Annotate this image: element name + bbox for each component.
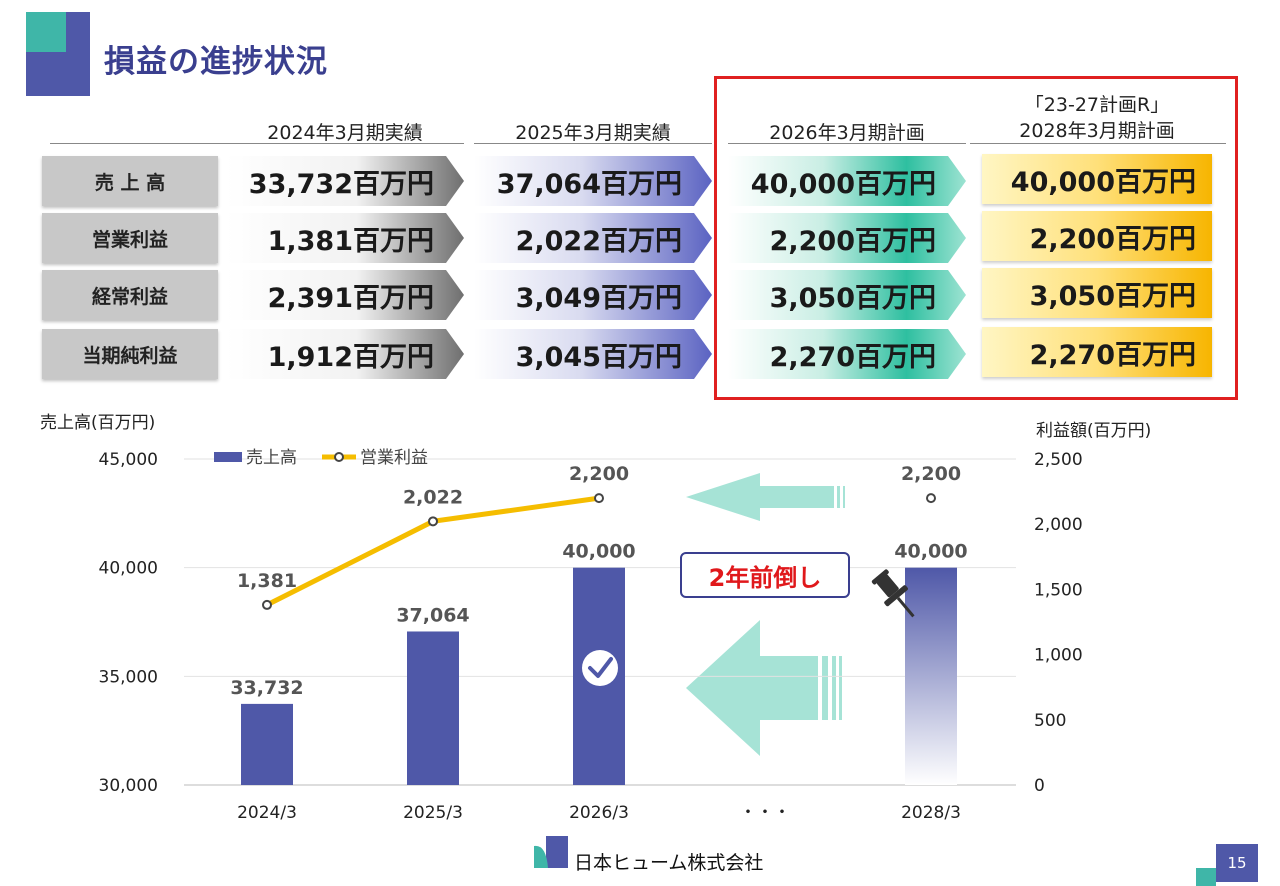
cell-sales-2026: 40,000百万円 (728, 156, 966, 206)
check-icon (582, 650, 618, 686)
cell-ord-2025: 3,049百万円 (474, 270, 712, 320)
cell-net-2025: 3,045百万円 (474, 329, 712, 379)
legend-label-sales: 売上高 (246, 448, 297, 468)
cell-op-2024: 1,381百万円 (226, 213, 464, 263)
cell-net-2024: 1,912百万円 (226, 329, 464, 379)
x-tick-label: 2028/3 (901, 803, 961, 823)
x-tick-label: 2024/3 (237, 803, 297, 823)
col-header-2025: 2025年3月期実績 (515, 122, 671, 144)
line-operating-profit (265, 495, 600, 608)
x-tick-label: 2025/3 (403, 803, 463, 823)
line-value-label: 2,200 (569, 463, 629, 485)
line-point (594, 493, 604, 504)
col-header-2024: 2024年3月期実績 (267, 122, 423, 144)
line-value-label: 1,381 (237, 570, 297, 592)
legend-swatch-sales (214, 452, 242, 462)
y2-tick-label: 2,500 (1034, 450, 1083, 470)
cell-ord-2028: 3,050百万円 (982, 268, 1212, 318)
cell-op-2028: 2,200百万円 (982, 211, 1212, 261)
cell-op-2025: 2,022百万円 (474, 213, 712, 263)
cell-net-2028: 2,270百万円 (982, 327, 1212, 377)
bar-value-label: 37,064 (396, 604, 469, 626)
plan-highlight-box (714, 76, 1238, 400)
cell-sales-2028: 40,000百万円 (982, 154, 1212, 204)
company-logo-icon (534, 836, 568, 868)
header-rule (50, 143, 464, 144)
col-header-2028: 2028年3月期計画 (1019, 120, 1175, 142)
y2-tick-label: 1,000 (1034, 646, 1083, 666)
y-tick-label: 35,000 (99, 667, 158, 687)
y2-tick-label: 2,000 (1034, 515, 1083, 535)
bar-value-label: 40,000 (894, 541, 967, 563)
cell-sales-2025: 37,064百万円 (474, 156, 712, 206)
col-header-plan-name: 「23-27計画R」 (1024, 94, 1170, 116)
cell-sales-2024: 33,732百万円 (226, 156, 464, 206)
y-axis-title: 売上高(百万円) (40, 413, 156, 433)
y2-tick-label: 1,500 (1034, 580, 1083, 600)
line-value-label: 2,022 (403, 486, 463, 508)
y2-tick-label: 0 (1034, 776, 1045, 796)
arrow-lower-icon (686, 620, 842, 756)
header-rule (728, 143, 966, 144)
title-accent-square (26, 12, 66, 52)
two-years-early-badge: 2年前倒し (680, 552, 850, 598)
y-tick-label: 45,000 (99, 450, 158, 470)
page-title: 損益の進捗状況 (104, 44, 328, 80)
line-point (926, 493, 936, 504)
bar-sales (905, 567, 957, 785)
header-rule (970, 143, 1226, 144)
arrow-upper-icon (686, 473, 845, 521)
bar-sales (241, 703, 293, 785)
y2-tick-label: 500 (1034, 711, 1066, 731)
bar-sales (407, 631, 459, 785)
y2-axis-title: 利益額(百万円) (1036, 421, 1152, 441)
x-tick-label: ・・・ (740, 803, 791, 823)
page-accent (1196, 868, 1216, 886)
bar-value-label: 40,000 (562, 541, 635, 563)
line-point (262, 599, 272, 610)
row-label-operating-profit: 営業利益 (42, 213, 218, 263)
cell-op-2026: 2,200百万円 (728, 213, 966, 263)
cell-ord-2026: 3,050百万円 (728, 270, 966, 320)
line-value-label: 2,200 (901, 463, 961, 485)
pushpin-icon (871, 569, 915, 618)
col-header-2026: 2026年3月期計画 (769, 122, 925, 144)
legend-marker-operating-profit (334, 452, 344, 462)
y-tick-label: 40,000 (99, 559, 158, 579)
company-name: 日本ヒューム株式会社 (574, 852, 764, 874)
row-label-net-income: 当期純利益 (42, 329, 218, 379)
cell-net-2026: 2,270百万円 (728, 329, 966, 379)
y-tick-label: 30,000 (99, 776, 158, 796)
header-rule (474, 143, 712, 144)
bar-value-label: 33,732 (230, 677, 303, 699)
page-number: 15 (1216, 844, 1258, 882)
row-label-sales: 売 上 高 (42, 156, 218, 206)
legend-label-operating-profit: 営業利益 (360, 448, 428, 468)
row-label-ordinary-profit: 経常利益 (42, 270, 218, 320)
line-point (428, 516, 438, 527)
x-tick-label: 2026/3 (569, 803, 629, 823)
cell-ord-2024: 2,391百万円 (226, 270, 464, 320)
